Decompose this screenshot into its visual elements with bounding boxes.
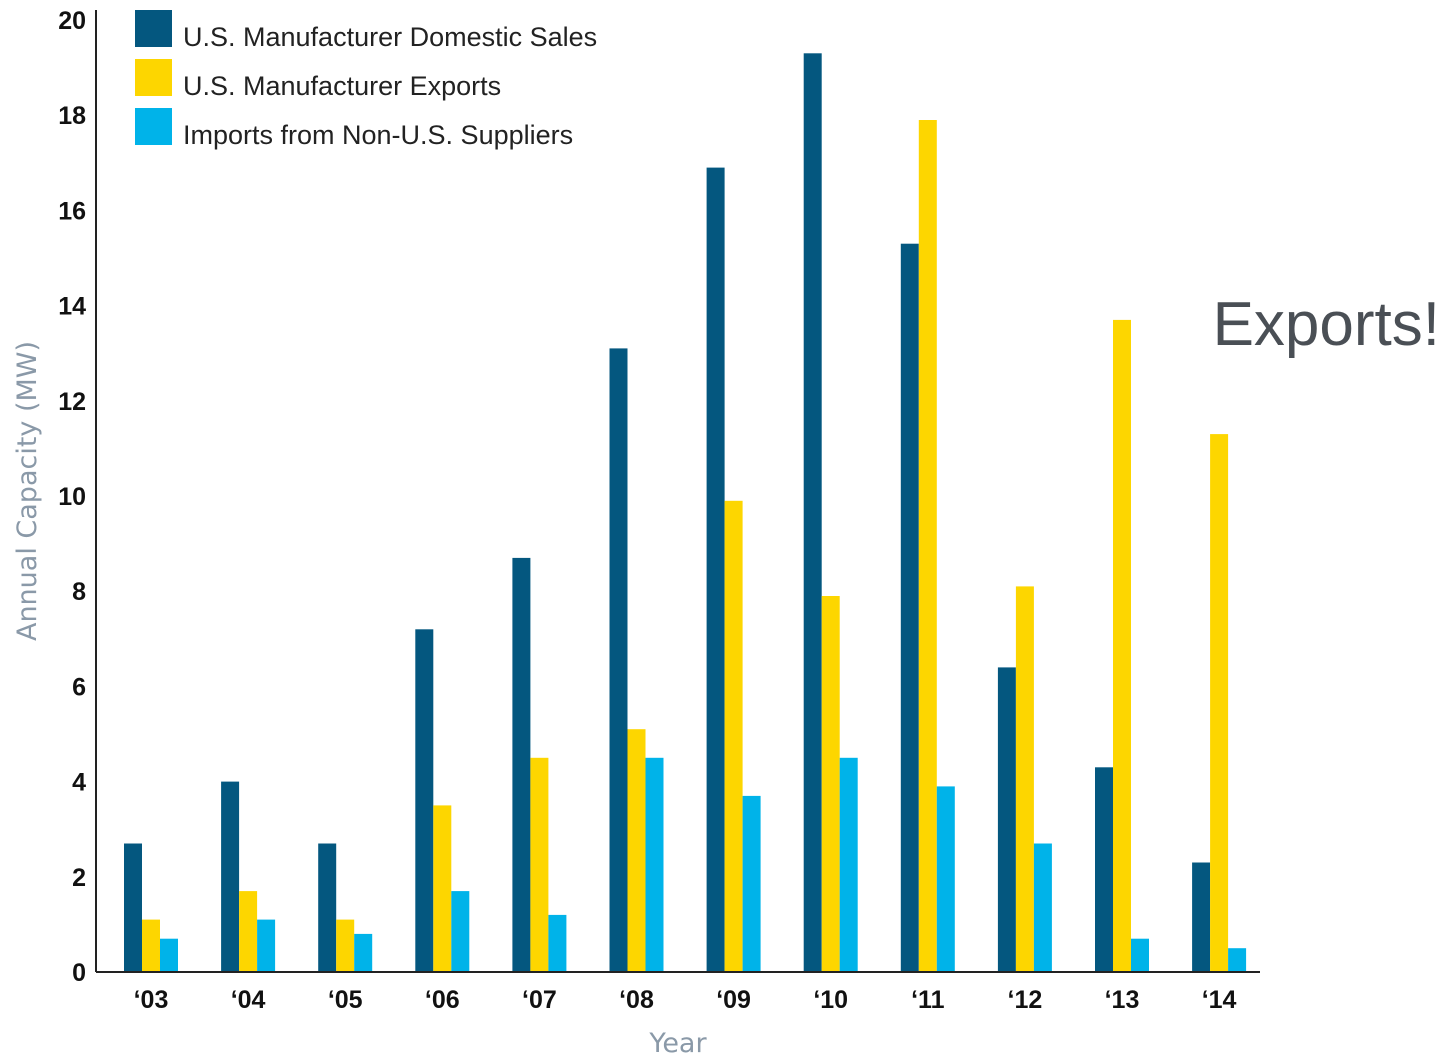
bar-exports-4: [530, 757, 549, 972]
y-tick-label: 12: [58, 388, 86, 416]
y-axis-ticks: 0 2 4 6 8 10 12 14 16 18 20: [58, 7, 86, 987]
exports-annotation: Exports!: [1213, 290, 1440, 359]
y-tick-label: 6: [72, 673, 86, 701]
bar-domestic-4: [512, 557, 531, 972]
bar-domestic-7: [803, 53, 822, 973]
bar-imports-0: [160, 938, 178, 972]
x-tick-label: ‘06: [425, 986, 460, 1014]
bar-exports-7: [821, 596, 840, 972]
bars-group: [124, 53, 1247, 973]
y-tick-label: 2: [72, 864, 86, 892]
y-tick-label: 18: [58, 102, 86, 130]
bar-domestic-3: [415, 629, 434, 972]
y-tick-label: 16: [58, 197, 86, 225]
bar-domestic-0: [124, 843, 142, 972]
bar-imports-5: [645, 757, 664, 972]
bar-domestic-10: [1095, 767, 1113, 972]
legend-label-imports: Imports from Non-U.S. Suppliers: [183, 120, 573, 150]
bar-imports-11: [1228, 948, 1247, 972]
y-tick-label: 10: [58, 483, 86, 511]
x-tick-label: ‘08: [619, 986, 654, 1014]
bar-domestic-5: [609, 348, 628, 972]
bar-imports-8: [936, 786, 955, 972]
bar-imports-10: [1131, 938, 1149, 972]
legend: U.S. Manufacturer Domestic Sales U.S. Ma…: [135, 10, 597, 150]
y-tick-label: 4: [72, 769, 86, 797]
bar-exports-9: [1015, 586, 1034, 972]
bar-imports-7: [839, 757, 858, 972]
x-tick-label: ‘09: [716, 986, 751, 1014]
bar-exports-8: [918, 120, 937, 972]
x-tick-label: ‘12: [1008, 986, 1043, 1014]
bar-domestic-6: [706, 167, 725, 973]
y-axis-title: Annual Capacity (MW): [12, 341, 43, 641]
x-tick-label: ‘13: [1105, 986, 1140, 1014]
bar-imports-9: [1033, 843, 1052, 972]
bar-domestic-9: [997, 667, 1016, 972]
legend-swatch-imports: [135, 108, 172, 145]
bar-domestic-8: [900, 243, 919, 972]
bar-imports-1: [257, 919, 276, 972]
bar-exports-2: [336, 919, 355, 972]
bar-exports-6: [724, 500, 743, 972]
x-axis-ticks: ‘03 ‘04 ‘05 ‘06 ‘07 ‘08 ‘09 ‘10 ‘11 ‘12 ‘13 ‘14: [134, 986, 1237, 1014]
x-tick-label: ‘04: [231, 986, 266, 1014]
x-tick-label: ‘14: [1202, 986, 1237, 1014]
x-tick-label: ‘03: [134, 986, 169, 1014]
y-tick-label: 0: [72, 959, 86, 987]
x-axis-title: Year: [648, 1028, 707, 1058]
y-tick-label: 8: [72, 578, 86, 606]
bar-domestic-2: [318, 843, 337, 972]
bar-imports-4: [548, 914, 567, 972]
x-tick-label: ‘11: [911, 986, 944, 1014]
legend-swatch-exports: [135, 59, 172, 96]
bar-imports-2: [354, 933, 373, 972]
x-tick-label: ‘07: [522, 986, 557, 1014]
bar-domestic-1: [221, 781, 240, 972]
legend-label-exports: U.S. Manufacturer Exports: [183, 71, 501, 101]
x-tick-label: ‘10: [813, 986, 848, 1014]
bar-exports-1: [239, 891, 258, 972]
legend-label-domestic: U.S. Manufacturer Domestic Sales: [183, 22, 597, 52]
x-tick-label: ‘05: [328, 986, 363, 1014]
bar-exports-5: [627, 729, 646, 972]
bar-domestic-11: [1192, 862, 1211, 972]
bar-exports-11: [1210, 434, 1229, 973]
bar-imports-3: [451, 891, 470, 972]
legend-swatch-domestic: [135, 10, 172, 47]
bar-exports-10: [1113, 319, 1131, 972]
bar-exports-3: [433, 805, 452, 972]
bar-exports-0: [142, 919, 160, 972]
y-tick-label: 20: [58, 7, 86, 35]
y-tick-label: 14: [58, 293, 86, 321]
bar-imports-6: [742, 795, 761, 972]
